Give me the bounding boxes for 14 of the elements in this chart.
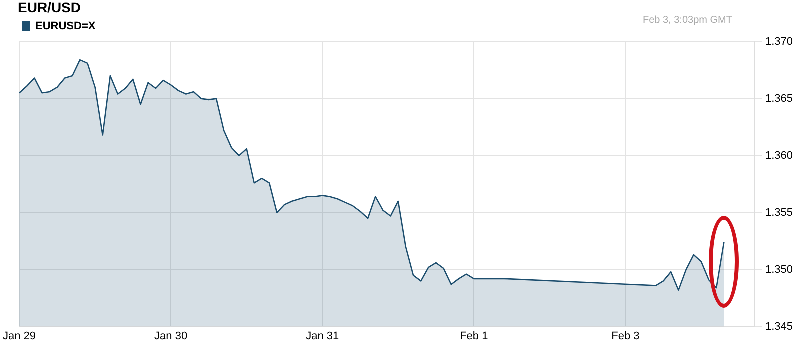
- x-tick-label: Jan 30: [154, 330, 188, 342]
- chart-title: EUR/USD: [18, 0, 82, 16]
- y-tick-label: 1.355: [765, 206, 794, 219]
- x-tick-label: Jan 31: [306, 330, 340, 342]
- y-tick-label: 1.365: [765, 92, 794, 105]
- x-tick-label: Feb 1: [460, 330, 488, 342]
- y-tick-label: 1.350: [765, 264, 794, 276]
- y-tick-label: 1.360: [765, 150, 794, 162]
- text: Feb 3, 3:03pm GMT: [642, 14, 732, 26]
- x-tick-label: Feb 3: [612, 330, 640, 342]
- y-tick-label: 1.370: [765, 36, 794, 48]
- x-tick-label: Jan 29: [3, 330, 36, 342]
- y-tick-label: 1.345: [765, 320, 794, 333]
- legend-label: EURUSD=X: [36, 20, 96, 32]
